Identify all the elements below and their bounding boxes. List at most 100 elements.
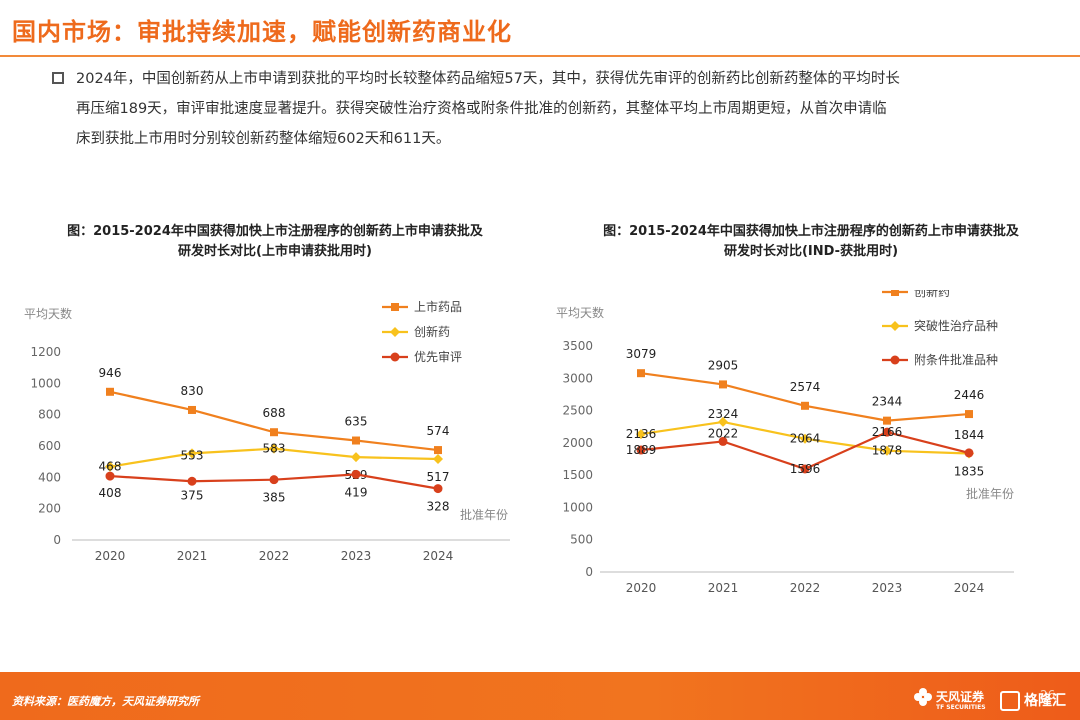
x-tick-label: 2021 [177,549,208,563]
watermark-logo-icon [1000,691,1020,711]
footer-bar: 资料来源：医药魔方，天风证券研究所 天风证券 TF SECURITIES 26 … [0,672,1080,720]
chart-1-svg: 平均天数 0 200 400 600 800 1000 1200 2020 2021 2022 202… [24,299,510,563]
data-label: 419 [345,485,368,499]
data-label: 2574 [790,380,821,394]
data-label: 1878 [872,444,903,458]
chart-1-title: 图：2015-2024年中国获得加快上市注册程序的创新药上市申请获批及 研发时长… [10,222,540,262]
series-2-point [800,433,810,444]
data-label: 946 [99,366,122,380]
series-1-point [801,401,809,410]
legend-label: 上市药品 [414,299,462,314]
legend-marker [390,352,400,362]
y-tick-label: 3500 [562,339,593,353]
legend-marker [391,303,399,311]
y-tick-label: 600 [38,439,61,453]
series-1-point [188,405,196,414]
series-1-point [883,416,891,425]
flower-logo-icon [914,688,932,706]
series-1-point [637,369,645,378]
data-label: 583 [263,442,286,456]
series-2-point [433,454,443,465]
series-2-point [187,448,197,459]
y-tick-label: 2500 [562,404,593,418]
y-tick-label: 400 [38,470,61,484]
summary-paragraph: 2024年，中国创新药从上市申请到获批的平均时长较整体药品缩短57天，其中，获得… [76,64,1056,154]
series-1-point [719,380,727,389]
summary-line: 床到获批上市用时分别较创新药整体缩短602天和611天。 [76,131,451,147]
chart-1-title-line2: 研发时长对比(上市申请获批用时) [178,244,372,259]
series-2-point [882,445,892,456]
series-3-point [269,475,279,485]
chart-2-title: 图：2015-2024年中国获得加快上市注册程序的创新药上市申请获批及 研发时长… [546,222,1076,262]
x-axis-label: 批准年份 [460,507,508,522]
x-tick-label: 2022 [790,581,821,595]
data-label: 688 [263,406,286,420]
y-tick-label: 0 [585,565,593,579]
series-1-point [434,446,442,455]
data-label: 2166 [872,425,903,439]
x-tick-label: 2020 [626,581,657,595]
y-tick-label: 1000 [30,376,61,390]
watermark: 格隆汇 [1000,690,1066,711]
data-label: 468 [99,460,122,474]
legend-marker [890,355,900,365]
x-tick-label: 2023 [872,581,903,595]
data-label: 1889 [626,443,657,457]
summary-line: 再压缩189天，审评审批速度显著提升。获得突破性治疗资格或附条件批准的创新药，其… [76,101,887,117]
page-number: 26 [1040,688,1056,702]
data-label: 385 [263,491,286,505]
series-1-point [270,428,278,437]
data-label: 375 [181,488,204,502]
series-3-point [105,471,115,481]
brand-name: 天风证券 [936,690,985,704]
y-axis-label: 平均天数 [556,305,604,320]
data-label: 2344 [872,395,903,409]
brand-subname: TF SECURITIES [936,704,986,711]
chart-2-svg: 平均天数 0 500 1000 1500 2000 2500 3000 3500 2020 2021… [556,290,1014,595]
series-2-point [105,461,115,472]
x-axis-label: 批准年份 [966,486,1014,501]
series-2-point [636,429,646,440]
data-label: 3079 [626,347,657,361]
data-label: 635 [345,415,368,429]
legend-label: 优先审评 [414,349,462,364]
series-3-point [187,476,197,486]
data-label: 408 [99,486,122,500]
series-3-point [800,464,810,474]
chart-2-title-line1: 图：2015-2024年中国获得加快上市注册程序的创新药上市申请获批及 [603,224,1019,239]
data-label: 2905 [708,358,739,372]
x-tick-label: 2024 [423,549,454,563]
data-label: 2324 [708,407,739,421]
bullet-square-icon [52,72,64,84]
data-label: 574 [427,424,450,438]
y-tick-label: 200 [38,502,61,516]
series-3-point [351,469,361,479]
watermark-text: 格隆汇 [1024,693,1066,709]
x-tick-label: 2023 [341,549,372,563]
x-tick-label: 2020 [95,549,126,563]
x-tick-label: 2024 [954,581,985,595]
y-axis-label: 平均天数 [24,306,72,321]
data-label: 2136 [626,427,657,441]
y-tick-label: 1200 [30,345,61,359]
y-tick-label: 3000 [562,371,593,385]
data-label: 328 [427,500,450,514]
data-label: 1835 [954,465,985,479]
data-label: 1844 [954,428,985,442]
data-label: 517 [427,470,450,484]
series-1-point [106,387,114,396]
summary-line: 2024年，中国创新药从上市申请到获批的平均时长较整体药品缩短57天，其中，获得… [76,71,900,87]
series-2-point [351,452,361,463]
series-3-point [882,427,892,437]
y-tick-label: 1500 [562,468,593,482]
data-label: 1596 [790,462,821,476]
legend-label: 突破性治疗品种 [914,318,998,333]
title-divider [0,55,1080,57]
page-title: 国内市场：审批持续加速，赋能创新药商业化 [12,18,512,46]
legend-label: 创新药 [414,324,450,339]
legend-marker [390,327,400,337]
footer-source: 资料来源：医药魔方，天风证券研究所 [12,695,199,708]
data-label: 553 [181,448,204,462]
series-3-point [433,484,443,494]
y-tick-label: 0 [53,533,61,547]
